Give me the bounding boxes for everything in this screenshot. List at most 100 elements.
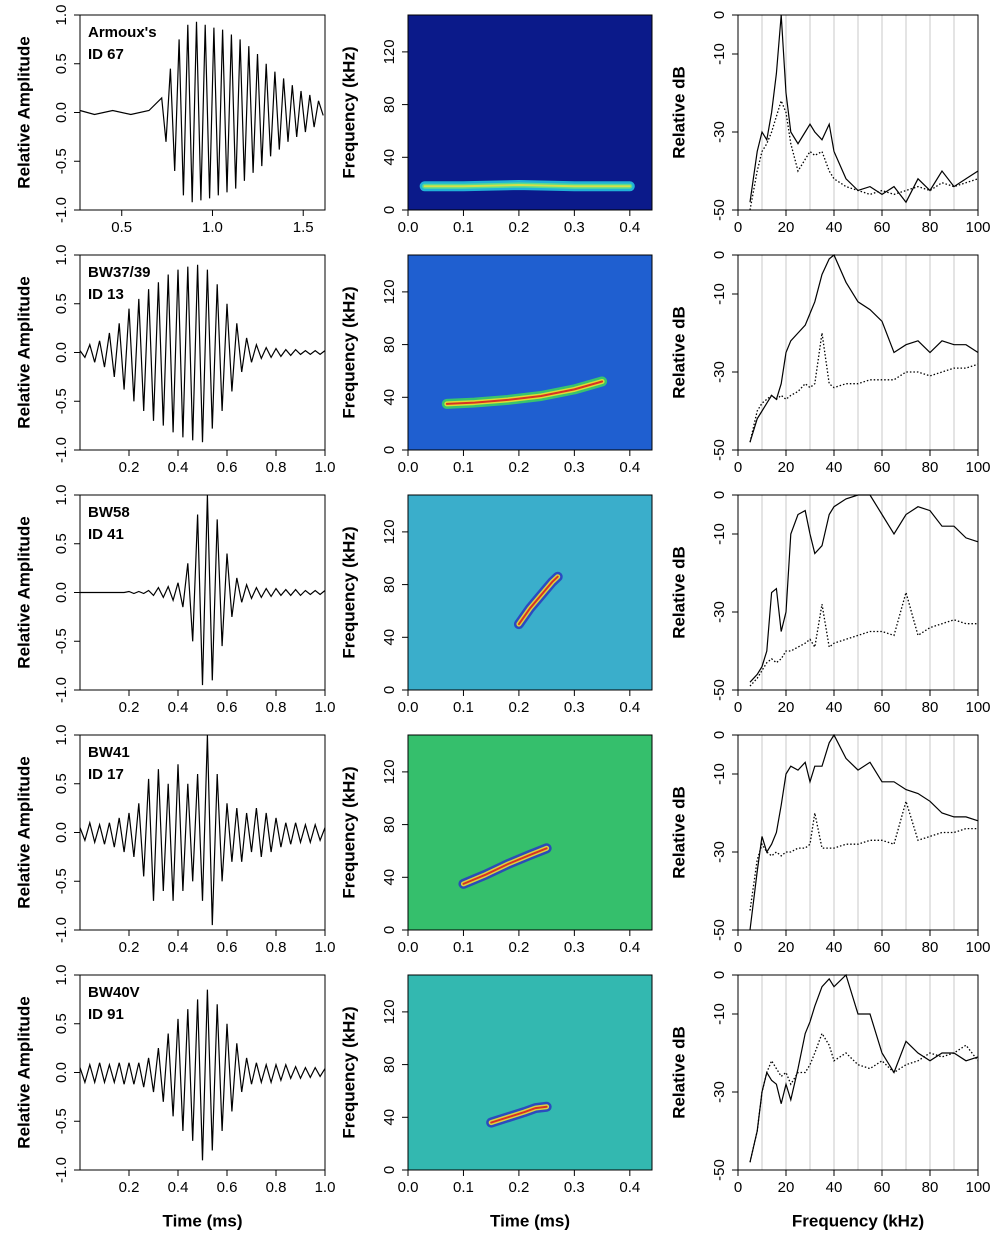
x-tick-label: 0: [734, 219, 742, 236]
y-tick-label: 0: [381, 446, 398, 454]
x-tick-label: 0.4: [619, 1179, 640, 1196]
y-tick-label: 0: [711, 11, 728, 19]
y-tick-label: 0: [711, 731, 728, 739]
annotation: ID 17: [88, 766, 124, 783]
y-tick-label: -0.5: [53, 868, 70, 894]
y-axis-label: Frequency (kHz): [339, 766, 358, 898]
x-tick-label: 60: [874, 459, 891, 476]
y-axis-label: Frequency (kHz): [339, 286, 358, 418]
x-axis-label: Time (ms): [490, 1211, 570, 1230]
spectrogram-ridge: [462, 847, 548, 885]
x-tick-label: 0.2: [508, 219, 529, 236]
y-tick-label: -30: [711, 601, 728, 623]
x-tick-label: 0.2: [508, 459, 529, 476]
x-axis-label: Time (ms): [163, 1211, 243, 1230]
x-tick-label: 0.0: [398, 699, 419, 716]
series-line: [79, 989, 326, 1161]
x-tick-label: 0.2: [119, 939, 140, 956]
x-tick-label: 0.6: [217, 939, 238, 956]
x-tick-label: 20: [778, 459, 795, 476]
y-axis-label: Relative Amplitude: [14, 756, 33, 908]
y-tick-label: -30: [711, 1081, 728, 1103]
y-tick-label: 40: [381, 149, 398, 166]
x-tick-label: 60: [874, 699, 891, 716]
annotation: BW41: [88, 744, 130, 761]
y-axis-label: Relative dB: [669, 546, 688, 639]
x-tick-label: 1.0: [315, 939, 336, 956]
x-tick-label: 1.0: [315, 699, 336, 716]
x-tick-label: 0.0: [398, 219, 419, 236]
series-line: [749, 973, 979, 1163]
series-line: [79, 264, 326, 443]
y-tick-label: 1.0: [53, 5, 70, 26]
plot-frame: [407, 974, 653, 1171]
x-tick-label: 0: [734, 1179, 742, 1196]
series-line: [749, 590, 978, 687]
x-tick-label: 0.5: [111, 219, 132, 236]
plot-frame: [407, 734, 653, 931]
y-tick-label: 40: [381, 869, 398, 886]
x-tick-label: 1.0: [315, 459, 336, 476]
y-tick-label: -30: [711, 841, 728, 863]
y-axis-label: Relative Amplitude: [14, 36, 33, 188]
y-tick-label: 40: [381, 629, 398, 646]
x-tick-label: 0.4: [168, 699, 189, 716]
y-axis-label: Relative dB: [669, 786, 688, 879]
x-tick-label: 0.6: [217, 1179, 238, 1196]
y-tick-label: 40: [381, 1109, 398, 1126]
series-line: [749, 332, 979, 443]
annotation: ID 41: [88, 526, 124, 543]
x-tick-label: 40: [826, 699, 843, 716]
series-line: [749, 494, 979, 683]
spectrogram-ridge: [517, 575, 559, 626]
annotation: BW37/39: [88, 264, 151, 281]
series-line: [80, 494, 326, 686]
y-axis-label: Relative Amplitude: [14, 276, 33, 428]
x-tick-label: 100: [965, 219, 990, 236]
y-tick-label: -50: [711, 919, 728, 941]
spectrogram-ridge: [490, 1105, 548, 1124]
plot-frame: [737, 254, 979, 451]
y-tick-label: 120: [381, 999, 398, 1024]
spectrogram-background: [408, 975, 652, 1170]
x-tick-label: 0.4: [168, 939, 189, 956]
spectrogram-background: [408, 15, 652, 210]
y-tick-label: 120: [381, 759, 398, 784]
plot-frame: [407, 254, 653, 451]
plot-frame: [407, 14, 653, 211]
y-tick-label: -10: [711, 283, 728, 305]
y-tick-label: 1.0: [53, 725, 70, 746]
x-tick-label: 0.8: [266, 1179, 287, 1196]
x-tick-label: 60: [874, 219, 891, 236]
series-line: [749, 733, 979, 931]
y-tick-label: -50: [711, 679, 728, 701]
y-tick-label: 0: [381, 206, 398, 214]
y-tick-label: 80: [381, 1056, 398, 1073]
x-tick-label: 0.4: [619, 219, 640, 236]
x-tick-label: 1.0: [315, 1179, 336, 1196]
x-tick-label: 100: [965, 699, 990, 716]
x-tick-label: 0.6: [217, 459, 238, 476]
y-tick-label: 0.5: [53, 293, 70, 314]
y-tick-label: 0.5: [53, 773, 70, 794]
y-tick-label: 0: [711, 971, 728, 979]
y-tick-label: 80: [381, 96, 398, 113]
x-tick-label: 0.3: [564, 219, 585, 236]
y-tick-label: 0.5: [53, 1013, 70, 1034]
y-tick-label: 0.5: [53, 533, 70, 554]
y-tick-label: -1.0: [53, 917, 70, 943]
x-tick-label: 20: [778, 699, 795, 716]
y-axis-label: Frequency (kHz): [339, 1006, 358, 1138]
spectrogram-background: [408, 735, 652, 930]
x-tick-label: 0.2: [508, 939, 529, 956]
plot-frame: [737, 494, 979, 691]
plot-frame: [737, 734, 979, 931]
spectrogram-ridge: [423, 183, 631, 188]
x-tick-label: 0.3: [564, 1179, 585, 1196]
y-tick-label: -10: [711, 1003, 728, 1025]
y-tick-label: -10: [711, 763, 728, 785]
y-axis-label: Relative dB: [669, 1026, 688, 1119]
y-axis-label: Relative Amplitude: [14, 996, 33, 1148]
